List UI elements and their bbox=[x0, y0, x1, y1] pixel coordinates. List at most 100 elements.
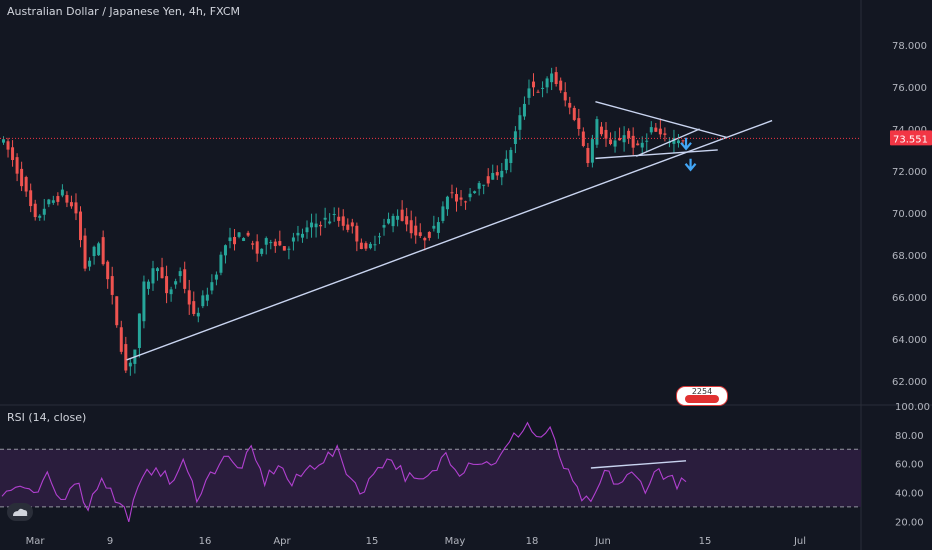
candle-body bbox=[15, 157, 19, 174]
candle-body bbox=[550, 73, 554, 83]
candle-body bbox=[373, 244, 377, 246]
time-tick-label: Jul bbox=[793, 536, 806, 547]
candle-body bbox=[563, 92, 567, 101]
tradingview-cloud-icon[interactable] bbox=[7, 503, 33, 521]
candle-body bbox=[441, 206, 445, 221]
candle-body bbox=[83, 235, 87, 269]
candle-body bbox=[187, 290, 191, 305]
candle-body bbox=[174, 281, 178, 285]
candle-body bbox=[618, 138, 622, 141]
candle-body bbox=[201, 295, 205, 307]
candle-body bbox=[169, 289, 173, 295]
candle-body bbox=[554, 72, 558, 85]
candle-body bbox=[146, 281, 150, 289]
candle-body bbox=[106, 261, 110, 280]
candle-body bbox=[649, 127, 653, 133]
candle-body bbox=[178, 271, 182, 277]
candle-body bbox=[228, 237, 232, 242]
price-tick-label: 68.000 bbox=[892, 251, 927, 262]
candle-body bbox=[42, 208, 46, 215]
badge-cap bbox=[685, 395, 719, 403]
candle-body bbox=[156, 268, 160, 272]
candle-body bbox=[332, 213, 336, 215]
candle-body bbox=[450, 192, 454, 194]
candle-body bbox=[658, 128, 662, 135]
candle-body bbox=[495, 172, 499, 176]
candle-body bbox=[522, 103, 526, 117]
candle-body bbox=[74, 202, 78, 214]
candle-body bbox=[482, 184, 486, 186]
candle-body bbox=[88, 260, 92, 267]
candle-body bbox=[69, 202, 73, 207]
candle-body bbox=[595, 119, 599, 145]
candle-body bbox=[319, 224, 323, 227]
candle-body bbox=[210, 282, 214, 291]
candle-body bbox=[368, 243, 372, 249]
candle-body bbox=[613, 140, 617, 147]
candle-body bbox=[165, 276, 169, 294]
price-tick-label: 62.000 bbox=[892, 377, 927, 388]
candle-body bbox=[527, 88, 531, 98]
candle-body bbox=[282, 246, 286, 251]
rsi-tick-label: 80.00 bbox=[895, 431, 924, 442]
candle-body bbox=[581, 131, 585, 146]
candle-body bbox=[640, 142, 644, 148]
candle-body bbox=[2, 139, 5, 143]
candle-body bbox=[599, 126, 603, 135]
price-tick-label: 78.000 bbox=[892, 41, 927, 52]
candle-body bbox=[296, 232, 300, 236]
candle-body bbox=[128, 362, 132, 367]
price-tick-label: 76.000 bbox=[892, 83, 927, 94]
candle-body bbox=[423, 237, 427, 241]
candle-body bbox=[464, 201, 468, 203]
time-tick-label: May bbox=[445, 536, 466, 547]
time-tick-label: Apr bbox=[273, 536, 291, 547]
time-tick-label: Mar bbox=[26, 536, 46, 547]
trend-line bbox=[126, 119, 773, 361]
candle-body bbox=[559, 80, 563, 91]
arrow-down-icon bbox=[684, 158, 697, 172]
rsi-title: RSI (14, close) bbox=[7, 411, 87, 424]
candle-body bbox=[183, 269, 187, 289]
candle-body bbox=[29, 190, 33, 207]
ideas-badge[interactable]: 2254 bbox=[676, 386, 728, 406]
candle-body bbox=[663, 133, 667, 135]
candle-body bbox=[387, 218, 391, 224]
candle-body bbox=[518, 115, 522, 130]
candle-body bbox=[586, 147, 590, 164]
candle-body bbox=[455, 194, 458, 202]
candle-body bbox=[56, 196, 60, 202]
time-tick-label: Jun bbox=[594, 536, 611, 547]
candle-body bbox=[255, 241, 259, 254]
candle-body bbox=[377, 236, 381, 238]
price-tick-label: 70.000 bbox=[892, 209, 927, 220]
candle-body bbox=[396, 215, 400, 220]
candle-body bbox=[51, 200, 55, 203]
candle-body bbox=[269, 242, 273, 244]
last-price-tag bbox=[890, 130, 932, 146]
rsi-tick-label: 40.00 bbox=[895, 489, 924, 500]
candle-body bbox=[436, 222, 440, 233]
candle-body bbox=[92, 246, 96, 257]
candle-body bbox=[445, 196, 449, 210]
candle-body bbox=[310, 222, 314, 228]
candle-body bbox=[97, 243, 101, 256]
candle-body bbox=[536, 91, 540, 93]
candle-body bbox=[636, 143, 640, 146]
candle-body bbox=[110, 276, 114, 295]
candle-body bbox=[11, 147, 15, 161]
candle-body bbox=[491, 172, 495, 180]
badge-count: 2254 bbox=[691, 387, 713, 396]
candle-body bbox=[504, 158, 508, 171]
candle-body bbox=[260, 248, 264, 254]
candle-body bbox=[101, 237, 105, 265]
candle-body bbox=[33, 203, 37, 218]
time-tick-label: 15 bbox=[699, 536, 712, 547]
candle-body bbox=[577, 118, 581, 129]
candle-body bbox=[223, 245, 227, 256]
candle-body bbox=[500, 170, 504, 178]
candle-body bbox=[233, 237, 237, 245]
candle-body bbox=[359, 242, 363, 250]
